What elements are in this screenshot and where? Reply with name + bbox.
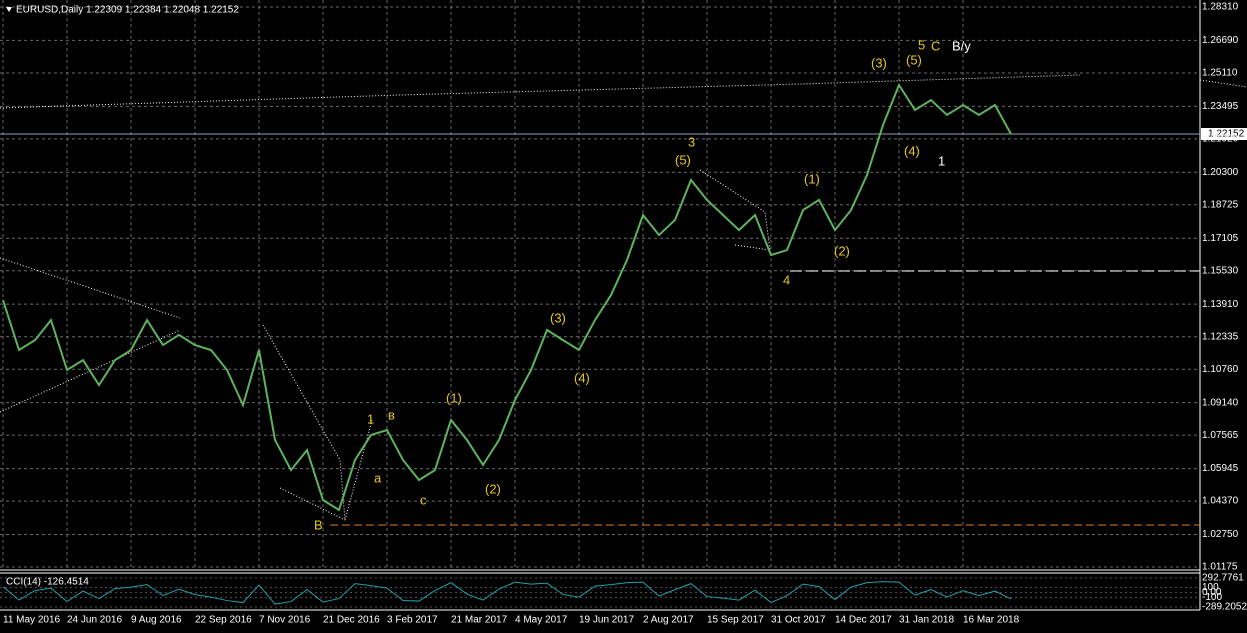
wave-label: (2)	[834, 243, 850, 258]
y-tick-label: 1.07565	[1202, 430, 1239, 441]
wave-label: B	[314, 517, 323, 532]
wave-label: B/y	[952, 38, 971, 53]
grid	[0, 0, 1200, 608]
y-tick-label: 1.28310	[1202, 2, 1239, 13]
wave-label: (4)	[904, 143, 920, 158]
y-tick-label: 1.23495	[1202, 101, 1239, 112]
wave-label: C	[931, 38, 940, 53]
y-tick-label: 1.10760	[1202, 364, 1239, 375]
y-tick-label: -100	[1202, 592, 1222, 603]
y-tick-label: 1.25110	[1202, 68, 1238, 79]
y-tick-label: 1.01175	[1202, 562, 1238, 573]
x-tick-label: 2 Aug 2017	[643, 615, 694, 626]
chart-title: EURUSD,Daily 1.22309 1.22384 1.22048 1.2…	[16, 5, 239, 16]
wave-label: (5)	[675, 152, 691, 167]
wave-label: (4)	[574, 370, 590, 385]
x-tick-label: 7 Nov 2016	[259, 615, 311, 626]
x-tick-label: 31 Jan 2018	[899, 615, 954, 626]
x-tick-label: 3 Feb 2017	[387, 615, 438, 626]
x-tick-label: 19 Jun 2017	[579, 615, 634, 626]
wave-label: 1	[367, 411, 374, 426]
wave-label: a	[374, 470, 382, 485]
y-tick-label: 1.26690	[1202, 35, 1239, 46]
x-tick-label: 21 Mar 2017	[451, 615, 508, 626]
current-price-label: 1.22152	[1208, 129, 1245, 140]
y-tick-label: -289.2052	[1202, 602, 1247, 613]
x-tick-label: 4 May 2017	[515, 615, 568, 626]
wave-label: (1)	[446, 390, 462, 405]
trend-line	[0, 74, 1081, 109]
price-box	[1201, 128, 1247, 140]
wave-label: 3	[688, 134, 695, 149]
y-tick-label: 1.04370	[1202, 496, 1239, 507]
y-tick-label: 1.09140	[1202, 397, 1239, 408]
x-tick-label: 9 Aug 2016	[131, 615, 182, 626]
y-tick-label: 0.00	[1202, 587, 1222, 598]
wave-label: (1)	[804, 171, 820, 186]
x-tick-label: 22 Sep 2016	[195, 615, 252, 626]
wave-label: 5	[918, 37, 925, 52]
y-tick-label: 1.17105	[1202, 233, 1239, 244]
wave-label: в	[388, 407, 395, 422]
y-tick-label: 1.12335	[1202, 331, 1239, 342]
y-tick-label: 1.13910	[1202, 299, 1239, 310]
price-line	[2, 82, 1012, 512]
y-tick-label: 1.21920	[1202, 134, 1239, 145]
x-tick-label: 21 Dec 2016	[323, 615, 380, 626]
y-tick-label: 100	[1202, 582, 1219, 593]
wave-label: (2)	[485, 481, 501, 496]
x-tick-label: 24 Jun 2016	[67, 615, 122, 626]
x-tick-label: 15 Sep 2017	[707, 615, 764, 626]
wave-label: c	[420, 492, 427, 507]
y-tick-label: 1.18725	[1202, 199, 1239, 210]
x-tick-label: 31 Oct 2017	[771, 615, 826, 626]
trend-line	[262, 324, 373, 521]
wave-label: 1	[938, 153, 945, 168]
wave-label: (5)	[906, 52, 922, 67]
trend-line	[1199, 79, 1247, 88]
wave-label: 4	[783, 272, 790, 287]
trend-line	[279, 487, 346, 521]
y-tick-label: 1.05945	[1202, 463, 1239, 474]
y-tick-label: 1.15530	[1202, 265, 1239, 276]
indicator-title: CCI(14) -126.4514	[6, 577, 89, 588]
y-tick-label: 292.7761	[1202, 573, 1244, 584]
menu-arrow[interactable]	[6, 7, 12, 12]
y-tick-label: 1.02750	[1202, 529, 1239, 540]
wave-label: (3)	[550, 310, 566, 325]
wave-label: (3)	[871, 55, 887, 70]
y-tick-label: 1.20300	[1202, 167, 1239, 178]
x-tick-label: 14 Dec 2017	[835, 615, 892, 626]
price-line	[2, 581, 1012, 605]
x-tick-label: 11 May 2016	[3, 615, 61, 626]
trend-line	[699, 169, 771, 251]
x-tick-label: 16 Mar 2018	[963, 615, 1020, 626]
